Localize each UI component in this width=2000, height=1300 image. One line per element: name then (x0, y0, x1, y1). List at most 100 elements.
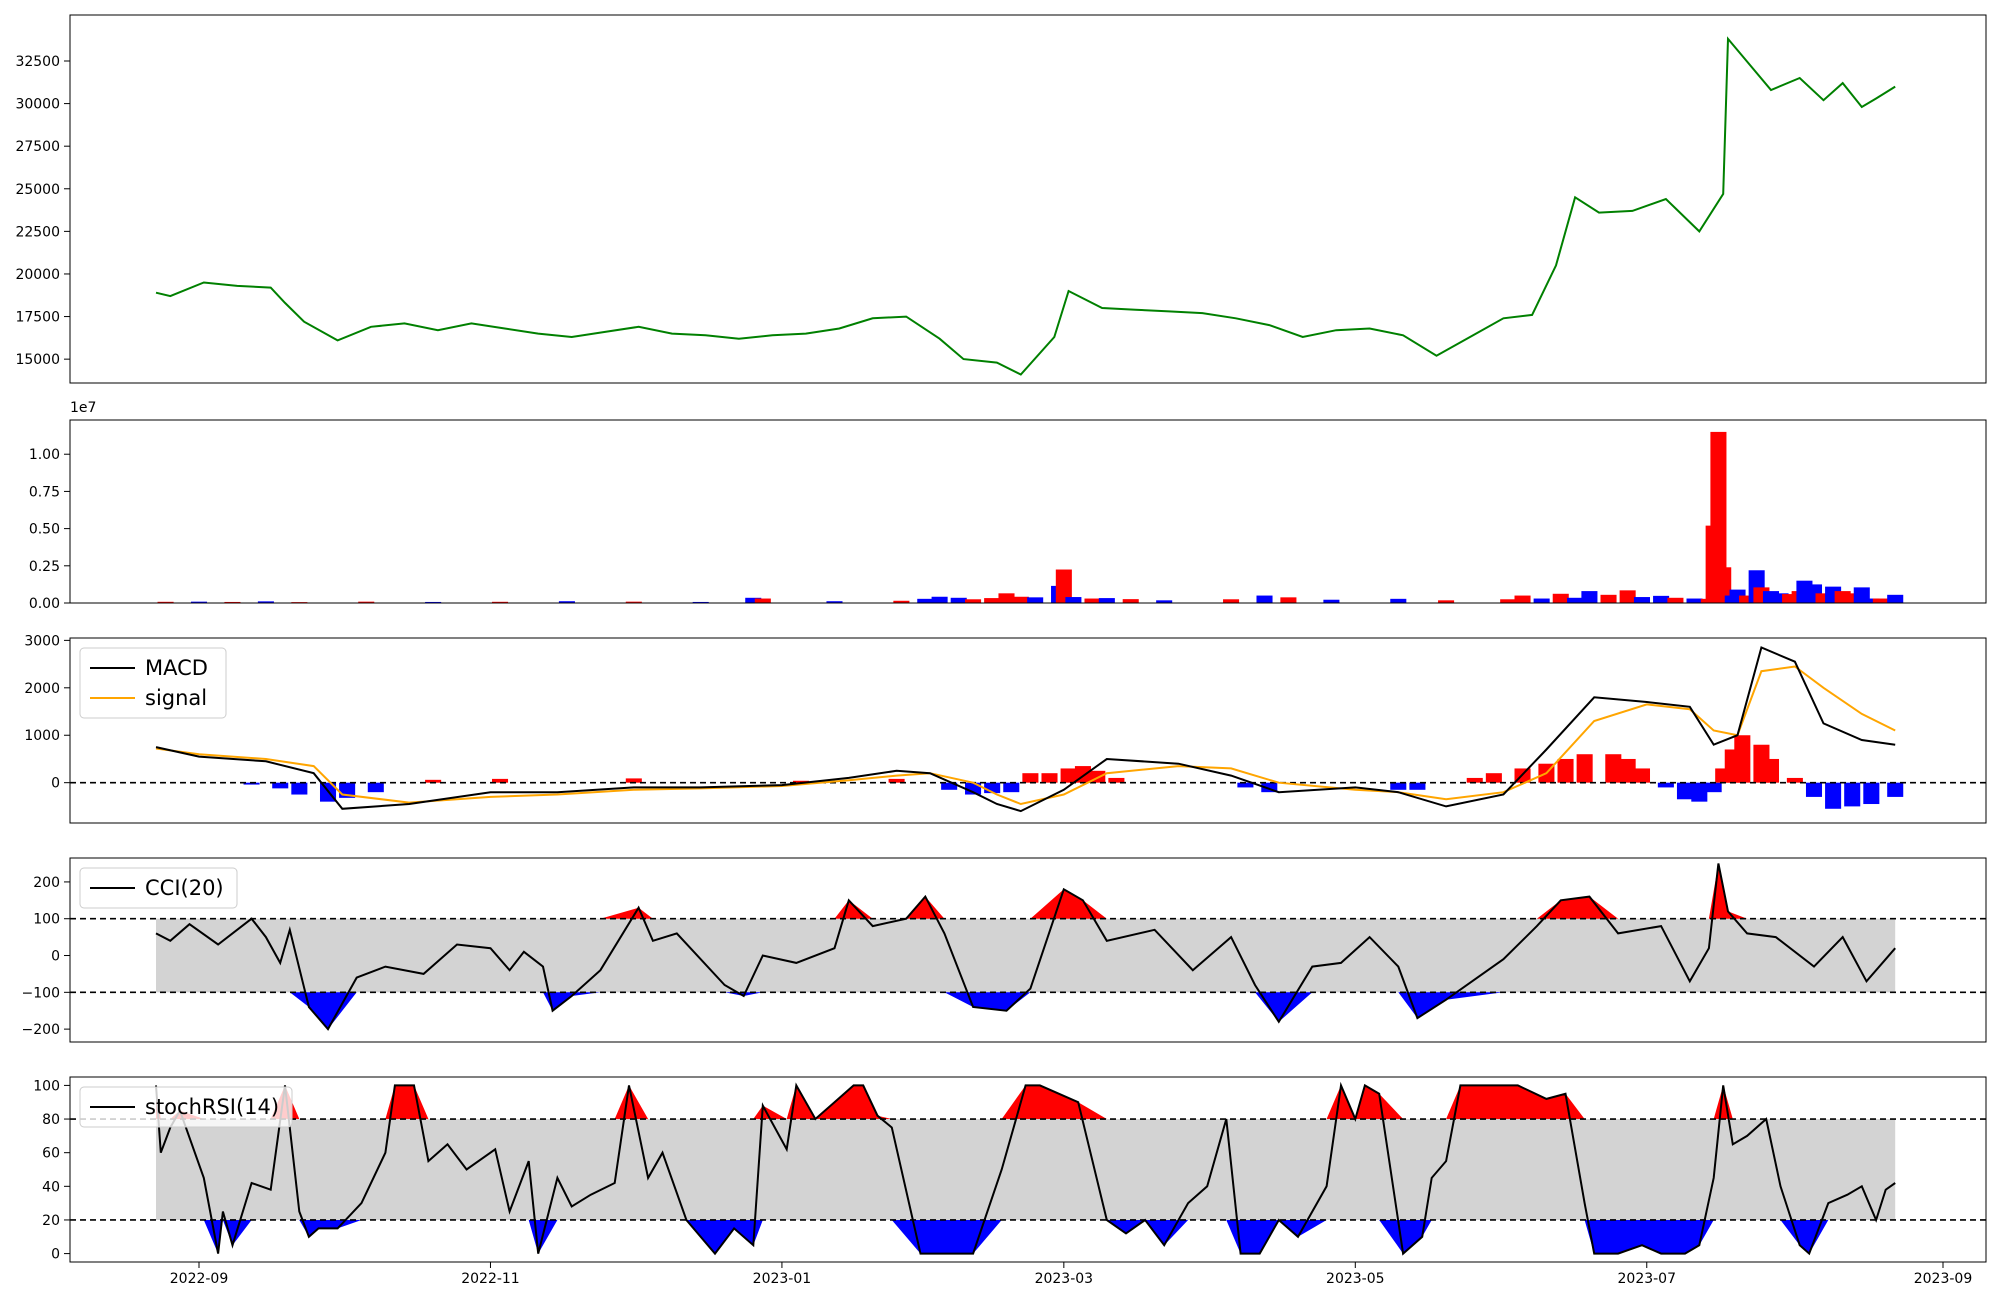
macd-histogram-bar (965, 782, 982, 795)
volume-bar (998, 593, 1015, 603)
volume-bar (157, 601, 174, 603)
volume-bar (1600, 594, 1617, 603)
macd-histogram-bar (1409, 782, 1426, 790)
cci-line (155, 863, 1896, 1031)
price-ytick-label: 22500 (15, 224, 60, 240)
volume-bar (950, 597, 967, 603)
volume-bar (1633, 597, 1651, 603)
macd-histogram-bar (793, 780, 810, 783)
stochrsi-neutral-band (156, 1119, 1896, 1220)
macd-ytick-label: 2000 (24, 681, 60, 697)
volume-bar (1686, 598, 1703, 603)
volume-bar (1027, 597, 1044, 603)
volume-bar (1065, 597, 1082, 603)
price-ytick-label: 32500 (15, 54, 60, 70)
stochrsi-overbought-fill (156, 1085, 1896, 1119)
volume-bar (1762, 591, 1780, 603)
macd-histogram-bar (1576, 754, 1593, 783)
volume-bar (1552, 593, 1569, 603)
volume-bar (692, 601, 709, 603)
stochrsi-legend: stochRSI(14) (79, 1086, 293, 1128)
macd-legend: MACD signal (79, 647, 227, 719)
volume-ytick-label: 0.50 (29, 522, 60, 538)
cci-legend-label: CCI(20) (145, 876, 224, 900)
date-tick-label: 2022-11 (461, 1271, 520, 1287)
macd-histogram-bar (1108, 777, 1125, 783)
stochrsi-oversold-fill (156, 1220, 1896, 1254)
volume-bar (190, 601, 208, 603)
macd-histogram-bar (1485, 773, 1502, 783)
stochrsi-ytick-label: 40 (42, 1179, 60, 1195)
macd-histogram-bar (491, 778, 509, 783)
macd-histogram-bar (1863, 782, 1880, 805)
volume-bar (1156, 600, 1173, 603)
macd-axes-frame (69, 637, 1987, 824)
macd-histogram-bar (1060, 768, 1077, 783)
volume-bar (893, 600, 910, 603)
volume-ytick-label: 0.75 (29, 484, 60, 500)
volume-bar (1887, 594, 1904, 603)
panels: 1500017500200002250025000275003000032500… (15, 14, 1987, 1287)
volume-bar (1667, 597, 1684, 603)
volume-bar (1834, 591, 1851, 603)
stochrsi-ytick-label: 80 (42, 1112, 60, 1128)
volume-bar (984, 598, 1001, 603)
price-ytick-label: 27500 (15, 139, 60, 155)
volume-bar (1782, 594, 1799, 603)
volume-bar (1256, 595, 1273, 603)
cci-ytick-label: −200 (22, 1022, 60, 1038)
volume-bar (1012, 596, 1029, 603)
volume-bar (1500, 599, 1517, 603)
volume-bar (1715, 567, 1732, 603)
cci-legend-box (79, 867, 238, 909)
price-ytick-label: 17500 (15, 310, 60, 326)
volume-bar (491, 601, 509, 603)
volume-bar (558, 601, 575, 603)
macd-histogram-bar (1844, 782, 1861, 807)
cci-ytick-label: −100 (22, 985, 60, 1001)
macd-ytick-label: 3000 (24, 633, 60, 649)
stochrsi-legend-label: stochRSI(14) (145, 1095, 279, 1119)
volume-bar (1567, 597, 1584, 603)
price-ytick-label: 25000 (15, 182, 60, 198)
volume-bar (1323, 599, 1340, 603)
volume-bar (1514, 595, 1531, 603)
volume-bar (1280, 597, 1297, 603)
volume-bar (1844, 593, 1861, 603)
price-ytick-label: 30000 (15, 97, 60, 113)
volume-bar (1122, 599, 1139, 603)
macd-legend-box (79, 647, 227, 719)
stochrsi-line (155, 1081, 1896, 1256)
date-tick-label: 2023-07 (1618, 1271, 1677, 1287)
macd-histogram-bar (888, 778, 905, 783)
macd-histogram-bar (1762, 758, 1780, 783)
macd-histogram-bar (1557, 758, 1574, 783)
cci-legend: CCI(20) (79, 867, 238, 909)
macd-histogram-bar (1691, 782, 1708, 802)
volume-bar (1390, 598, 1407, 603)
signal-line (155, 665, 1896, 806)
macd-histogram-bar (291, 782, 308, 795)
cci-panel: −200 −100 0 100 200 CCI(20) (22, 857, 1987, 1043)
volume-bar (1772, 593, 1789, 603)
macd-histogram-bar (625, 778, 642, 783)
volume-bar (917, 598, 934, 603)
volume-bar (1872, 598, 1889, 603)
price-line (155, 36, 1896, 376)
macd-histogram-bar (1805, 782, 1823, 797)
macd-histogram-bar (1022, 773, 1039, 783)
price-ytick-label: 20000 (15, 267, 60, 283)
date-tick-label: 2023-05 (1326, 1271, 1385, 1287)
macd-histogram-bar (984, 782, 1001, 794)
macd-histogram-bar (1734, 735, 1751, 783)
macd-histogram-bar (1041, 773, 1058, 783)
date-tick-label: 2023-09 (1914, 1271, 1973, 1287)
volume-bar (257, 601, 274, 603)
volume-bar (745, 597, 762, 603)
stochrsi-legend-box (79, 1086, 293, 1128)
volume-bar (1619, 590, 1636, 603)
macd-ytick-label: 1000 (24, 728, 60, 744)
macd-histogram-bar (243, 782, 260, 785)
